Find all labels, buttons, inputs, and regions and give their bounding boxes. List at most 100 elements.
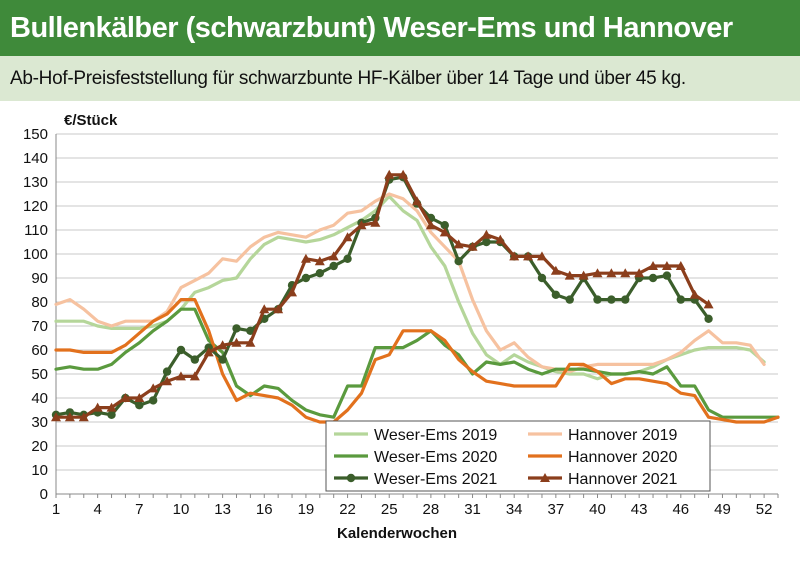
chart-area: 0 10 20 30 40 50 60 70 80 90 100 110 120 130 140 150 1 4 7… — [0, 101, 800, 559]
series-hannover-2021 — [51, 169, 714, 422]
legend-label: Weser-Ems 2020 — [374, 449, 497, 466]
legend-label: Weser-Ems 2021 — [374, 471, 497, 488]
data-point — [217, 340, 228, 350]
legend-marker — [346, 473, 356, 483]
series-hannover-2019 — [54, 192, 766, 374]
data-point — [51, 412, 61, 422]
data-point — [621, 295, 630, 304]
data-point — [92, 402, 103, 412]
x-tick-label: 52 — [756, 501, 773, 518]
data-point — [481, 229, 492, 239]
data-point — [343, 254, 352, 263]
y-tick-label: 60 — [31, 342, 48, 359]
data-point — [440, 221, 449, 230]
data-point — [648, 261, 659, 270]
data-point — [189, 371, 200, 381]
data-point — [134, 393, 145, 402]
data-point — [564, 270, 575, 280]
y-tick-label: 100 — [23, 246, 48, 263]
data-point — [662, 271, 672, 280]
data-point — [703, 299, 714, 309]
legend-item: Hannover 2019 — [528, 427, 678, 444]
data-point — [203, 347, 214, 357]
data-point — [328, 251, 339, 261]
legend-label: Weser-Ems 2019 — [374, 427, 497, 444]
data-point — [64, 412, 75, 422]
legend-label: Hannover 2019 — [568, 427, 678, 444]
x-tick-label: 19 — [298, 501, 315, 518]
line-chart: 0 10 20 30 40 50 60 70 80 90 100 110 120 130 140 150 1 4 7… — [23, 112, 780, 542]
y-tick-label: 80 — [31, 294, 48, 311]
data-point — [689, 289, 700, 299]
data-point — [384, 169, 395, 179]
data-point — [453, 239, 464, 249]
y-tick-label: 40 — [31, 390, 48, 407]
data-point — [246, 326, 255, 335]
series-line — [54, 194, 766, 381]
x-tick-label: 4 — [93, 501, 101, 518]
data-point — [287, 287, 298, 297]
y-tick-label: 120 — [23, 198, 48, 215]
data-point — [620, 268, 631, 278]
x-tick-label: 46 — [672, 501, 689, 518]
series-line — [54, 307, 780, 419]
data-point — [606, 268, 617, 278]
x-tick-label: 1 — [52, 501, 60, 518]
y-tick-label: 50 — [31, 366, 48, 383]
data-point — [370, 217, 381, 227]
data-point — [578, 270, 589, 280]
data-point — [523, 251, 534, 261]
data-point — [245, 337, 256, 347]
data-point — [704, 314, 713, 323]
series-hannover-2020 — [54, 298, 780, 424]
data-point — [454, 257, 463, 266]
series-weser-ems-2020 — [54, 307, 780, 419]
data-point — [342, 232, 353, 242]
data-point — [439, 227, 450, 237]
x-tick-label: 31 — [464, 501, 481, 518]
legend-item: Weser-Ems 2021 — [334, 471, 497, 488]
y-tick-label: 140 — [23, 150, 48, 167]
data-point — [412, 196, 422, 206]
data-point — [162, 367, 172, 376]
legend-box — [325, 420, 711, 492]
data-point — [120, 393, 131, 402]
chart-title: Bullenkälber (schwarzbunt) Weser-Ems und… — [0, 0, 800, 56]
data-point — [634, 268, 645, 278]
data-point — [190, 355, 200, 364]
data-point — [495, 234, 506, 244]
data-point — [135, 401, 144, 410]
data-point — [648, 273, 658, 283]
data-point — [148, 396, 158, 405]
x-tick-label: 22 — [339, 501, 356, 518]
series-line — [54, 298, 780, 424]
data-point — [106, 402, 117, 412]
data-point — [231, 337, 242, 347]
series-weser-ems-2019 — [54, 194, 766, 381]
y-tick-label: 90 — [31, 270, 48, 287]
data-point — [175, 371, 186, 381]
legend-label: Hannover 2020 — [568, 449, 678, 466]
x-tick-label: 10 — [173, 501, 190, 518]
x-axis-label: Kalenderwochen — [337, 525, 457, 542]
data-point — [593, 295, 602, 304]
y-tick-label: 150 — [23, 126, 48, 143]
y-tick-label: 30 — [31, 414, 48, 431]
data-point — [467, 241, 478, 251]
y-axis-label: €/Stück — [64, 112, 118, 129]
data-point — [536, 251, 547, 261]
data-point — [537, 273, 547, 283]
x-tick-label: 37 — [548, 501, 565, 518]
y-tick-label: 110 — [24, 222, 48, 239]
x-tick-label: 34 — [506, 501, 523, 518]
x-tick-label: 16 — [256, 501, 273, 518]
x-tick-label: 40 — [589, 501, 606, 518]
y-tick-label: 20 — [31, 438, 48, 455]
legend: Weser-Ems 2019 Hannover 2019 Weser-Ems 202… — [325, 420, 711, 492]
series-line — [54, 192, 766, 374]
data-point — [550, 265, 561, 275]
chart-subtitle: Ab-Hof-Preisfeststellung für schwarzbunt… — [0, 56, 800, 101]
data-point — [259, 304, 270, 314]
data-point — [232, 324, 241, 333]
data-point — [661, 261, 672, 270]
